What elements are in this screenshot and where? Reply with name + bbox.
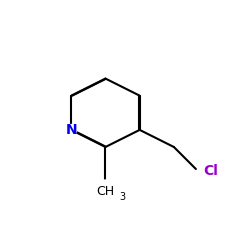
Circle shape <box>66 124 76 135</box>
Text: N: N <box>66 123 77 137</box>
Text: 3: 3 <box>119 192 125 202</box>
Circle shape <box>102 180 109 187</box>
Text: Cl: Cl <box>203 164 218 178</box>
Text: CH: CH <box>96 185 114 198</box>
